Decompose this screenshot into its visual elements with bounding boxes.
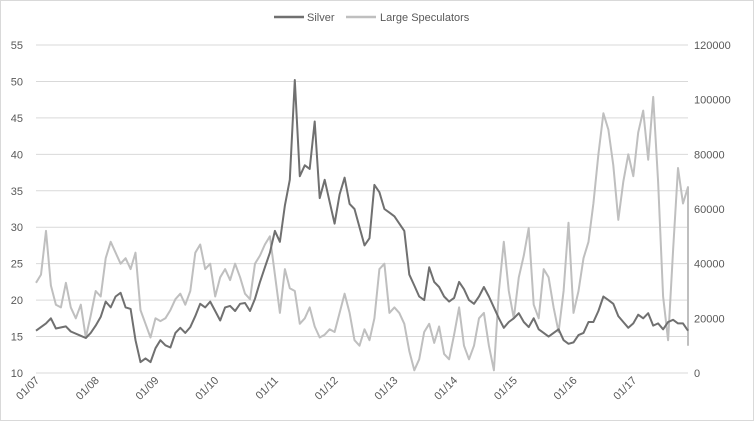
x-tick-label: 01/11 [254,375,281,402]
right-tick-label: 20000 [694,313,725,325]
x-axis-ticks: 01/07 01/08 01/09 01/10 01/11 01/12 01/13 01/14… [14,375,639,403]
left-tick-label: 40 [11,149,23,161]
left-tick-label: 35 [11,186,23,198]
x-tick-label: 01/14 [432,375,460,403]
left-tick-label: 15 [11,332,23,344]
large-speculators-legend-label: Large Speculators [380,12,470,24]
silver-line [35,79,689,364]
gridlines [36,44,688,338]
left-tick-label: 30 [11,222,23,234]
left-tick-label: 20 [11,295,23,307]
left-tick-label: 10 [11,368,23,380]
x-tick-label: 01/15 [492,375,520,403]
x-tick-label: 01/16 [552,375,580,403]
right-tick-label: 80000 [694,149,725,161]
right-tick-label: 0 [694,368,700,380]
series-lines [35,79,689,372]
x-tick-label: 01/12 [313,375,341,403]
right-axis-ticks: 0 20000 40000 60000 80000 100000 120000 [694,40,731,380]
x-tick-label: 01/13 [373,375,401,403]
right-tick-label: 60000 [694,204,725,216]
x-tick-label: 01/10 [193,375,221,403]
x-tick-label: 01/09 [134,375,162,403]
right-tick-label: 120000 [694,40,731,52]
large-speculators-line [35,95,689,372]
silver-legend-label: Silver [307,12,335,24]
left-axis-ticks: 10 15 20 25 30 35 40 45 50 55 [11,40,23,380]
right-tick-label: 40000 [694,259,725,271]
left-tick-label: 55 [11,40,23,52]
right-tick-label: 100000 [694,95,731,107]
legend: Silver Large Speculators [274,12,470,24]
left-tick-label: 50 [11,76,23,88]
x-tick-label: 01/08 [74,375,102,403]
left-tick-label: 25 [11,259,23,271]
left-tick-label: 45 [11,113,23,125]
x-tick-label: 01/17 [611,375,639,403]
